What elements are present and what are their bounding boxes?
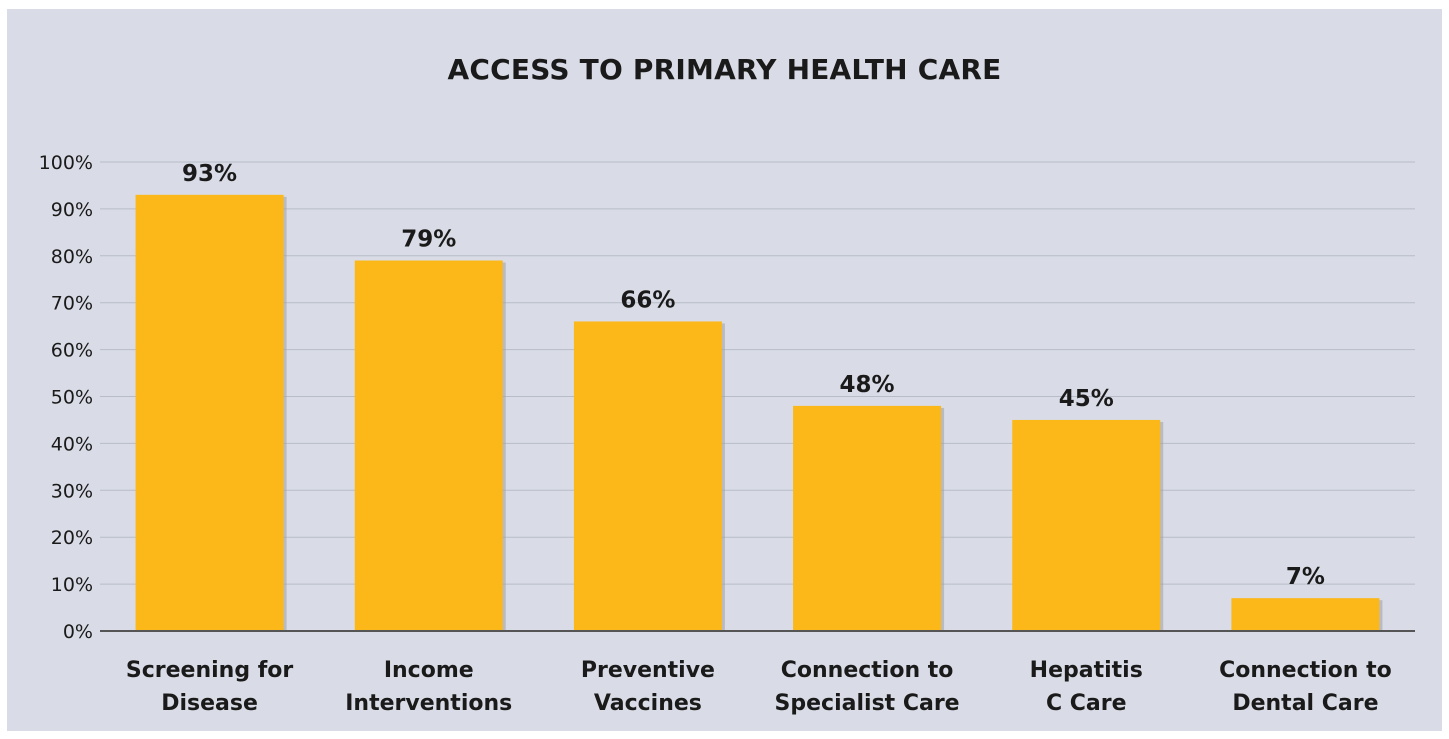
bar (573, 321, 722, 631)
bar (1012, 419, 1161, 631)
chart-panel: ACCESS TO PRIMARY HEALTH CARE 0% 10% 20% 30… (7, 9, 1442, 731)
bar (135, 194, 284, 631)
bar (793, 405, 942, 631)
y-tick-label: 20% (51, 527, 93, 549)
x-tick-label: Interventions (345, 691, 512, 716)
data-label: 45% (1059, 386, 1114, 412)
y-tick-label: 80% (51, 246, 93, 268)
y-tick-label: 10% (51, 574, 93, 596)
x-axis-labels: Screening for Disease Income Interventions P… (126, 658, 1392, 716)
data-label: 7% (1286, 564, 1325, 590)
y-tick-label: 40% (51, 433, 93, 455)
bar-chart: 0% 10% 20% 30% 40% 50% 60% 70% 80% 90% 100% 93% 79%… (39, 152, 1415, 716)
y-tick-label: 100% (39, 152, 93, 174)
gridlines (100, 161, 1415, 585)
x-tick-label: Specialist Care (775, 691, 960, 716)
y-axis-ticks: 0% 10% 20% 30% 40% 50% 60% 70% 80% 90% 100% (39, 152, 93, 643)
x-tick-label: Income (384, 658, 474, 683)
bar (354, 260, 503, 631)
x-tick-label: C Care (1046, 691, 1127, 716)
y-tick-label: 0% (63, 621, 93, 643)
x-tick-label: Connection to (1219, 658, 1392, 683)
x-tick-label: Disease (161, 691, 258, 716)
y-tick-label: 30% (51, 480, 93, 502)
bars (135, 194, 1383, 631)
x-tick-label: Preventive (581, 658, 715, 683)
data-label: 66% (620, 287, 675, 313)
x-tick-label: Dental Care (1232, 691, 1378, 716)
y-tick-label: 70% (51, 293, 93, 315)
data-label: 93% (182, 161, 237, 187)
x-tick-label: Screening for (126, 658, 294, 683)
data-labels: 93% 79% 66% 48% 45% 7% (182, 161, 1325, 590)
x-tick-label: Hepatitis (1030, 658, 1143, 683)
data-label: 48% (840, 372, 895, 398)
chart-title: ACCESS TO PRIMARY HEALTH CARE (447, 53, 1002, 86)
y-tick-label: 90% (51, 199, 93, 221)
y-tick-label: 50% (51, 387, 93, 409)
data-label: 79% (401, 226, 456, 252)
x-tick-label: Connection to (781, 658, 954, 683)
y-tick-label: 60% (51, 340, 93, 362)
x-tick-label: Vaccines (594, 691, 702, 716)
bar (1231, 598, 1380, 631)
